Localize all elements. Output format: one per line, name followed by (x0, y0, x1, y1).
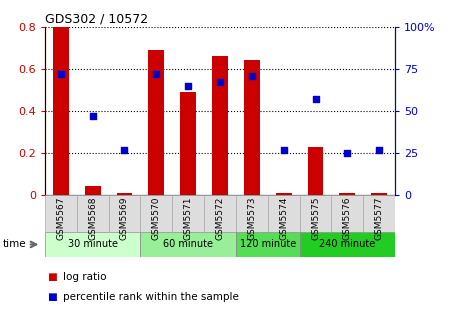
Bar (109, 195, 141, 232)
Bar (363, 195, 395, 232)
Text: GDS302 / 10572: GDS302 / 10572 (45, 13, 148, 26)
Bar (180, 92, 196, 195)
Point (89, 113, 96, 119)
Bar (299, 195, 331, 232)
Text: GSM5567: GSM5567 (56, 197, 65, 240)
Text: GSM5572: GSM5572 (216, 197, 224, 240)
Point (280, 147, 287, 152)
Bar (53, 27, 69, 195)
Text: 240 minute: 240 minute (319, 240, 375, 249)
Text: GSM5577: GSM5577 (375, 197, 384, 240)
Text: GSM5570: GSM5570 (152, 197, 161, 240)
Bar (45, 195, 77, 232)
Text: percentile rank within the sample: percentile rank within the sample (63, 292, 239, 302)
Bar (371, 193, 387, 195)
Text: ■: ■ (47, 292, 57, 302)
Point (153, 71, 160, 77)
Bar (299, 232, 395, 257)
Point (376, 147, 383, 152)
Bar (45, 232, 141, 257)
Point (121, 147, 128, 152)
Bar (244, 60, 260, 195)
Text: 60 minute: 60 minute (163, 240, 213, 249)
Text: log ratio: log ratio (63, 272, 106, 282)
Text: 120 minute: 120 minute (240, 240, 296, 249)
Bar (236, 232, 299, 257)
Text: 30 minute: 30 minute (68, 240, 118, 249)
Bar (339, 193, 355, 195)
Bar (172, 195, 204, 232)
Point (185, 83, 192, 88)
Text: GSM5571: GSM5571 (184, 197, 193, 240)
Point (57, 71, 64, 77)
Bar (148, 50, 164, 195)
Text: GSM5574: GSM5574 (279, 197, 288, 240)
Text: ■: ■ (47, 272, 57, 282)
Bar (212, 56, 228, 195)
Bar (276, 193, 292, 195)
Text: GSM5573: GSM5573 (247, 197, 256, 240)
Text: GSM5575: GSM5575 (311, 197, 320, 240)
Bar (204, 195, 236, 232)
Point (344, 150, 351, 156)
Point (216, 80, 224, 85)
Bar (141, 232, 236, 257)
Bar (141, 195, 172, 232)
Point (248, 73, 255, 78)
Bar (308, 146, 323, 195)
Bar (331, 195, 363, 232)
Text: GSM5576: GSM5576 (343, 197, 352, 240)
Bar (268, 195, 299, 232)
Point (312, 96, 319, 102)
Text: time: time (2, 240, 26, 249)
Bar (236, 195, 268, 232)
Text: GSM5568: GSM5568 (88, 197, 97, 240)
Bar (77, 195, 109, 232)
Bar (117, 193, 132, 195)
Text: GSM5569: GSM5569 (120, 197, 129, 240)
Bar (85, 186, 101, 195)
